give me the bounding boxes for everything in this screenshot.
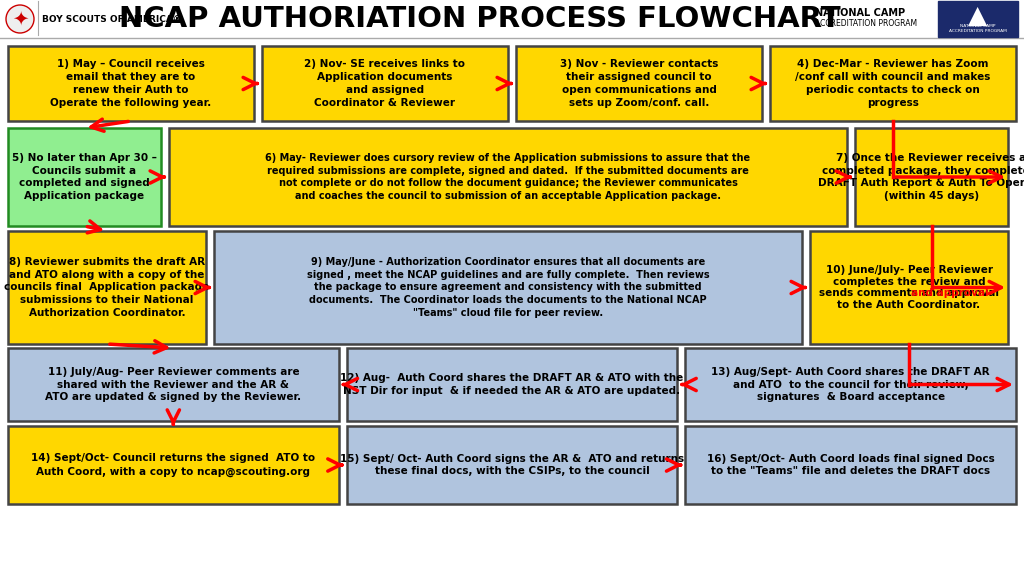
FancyBboxPatch shape [516,46,762,121]
Text: 15) Sept/ Oct- Auth Coord signs the AR &  ATO and returns
these final docs, with: 15) Sept/ Oct- Auth Coord signs the AR &… [340,454,684,476]
FancyBboxPatch shape [8,46,254,121]
FancyBboxPatch shape [685,348,1016,421]
Text: 14) Sept/Oct- Council returns the signed  ATO to
Auth Coord, with a copy to ncap: 14) Sept/Oct- Council returns the signed… [32,453,315,476]
Text: NATIONAL CAMP
ACCREDITATION PROGRAM: NATIONAL CAMP ACCREDITATION PROGRAM [949,24,1007,33]
FancyBboxPatch shape [8,348,339,421]
Text: sends comments and approval: sends comments and approval [819,288,999,298]
FancyBboxPatch shape [169,128,847,226]
Text: NATIONAL CAMP: NATIONAL CAMP [815,8,905,18]
FancyBboxPatch shape [8,231,206,344]
FancyBboxPatch shape [8,128,161,226]
Text: NCAP AUTHORIATION PROCESS FLOWCHART: NCAP AUTHORIATION PROCESS FLOWCHART [119,5,841,33]
Text: 7) Once the Reviewer receives a
completed package, they complete a
DRAFT Auth Re: 7) Once the Reviewer receives a complete… [818,153,1024,201]
Text: 8) Reviewer submits the draft AR
and ATO along with a copy of the
councils final: 8) Reviewer submits the draft AR and ATO… [4,257,210,318]
Text: 12) Aug-  Auth Coord shares the DRAFT AR & ATO with the
NST Dir for input  & if : 12) Aug- Auth Coord shares the DRAFT AR … [340,373,684,396]
Text: 16) Sept/Oct- Auth Coord loads final signed Docs
to the "Teams" file and deletes: 16) Sept/Oct- Auth Coord loads final sig… [707,454,994,476]
Text: ACCREDITATION PROGRAM: ACCREDITATION PROGRAM [815,18,918,28]
Text: 2) Nov- SE receives links to
Application documents
and assigned
Coordinator & Re: 2) Nov- SE receives links to Application… [304,59,466,108]
FancyBboxPatch shape [855,128,1008,226]
Text: ▲: ▲ [969,4,987,28]
Text: 9) May/June - Authorization Coordinator ensures that all documents are
signed , : 9) May/June - Authorization Coordinator … [306,257,710,318]
Text: 3) Nov - Reviewer contacts
their assigned council to
open communications and
set: 3) Nov - Reviewer contacts their assigne… [560,59,718,108]
Text: 11) July/Aug- Peer Reviewer comments are
shared with the Reviewer and the AR &
A: 11) July/Aug- Peer Reviewer comments are… [45,367,301,402]
Text: 1) May – Council receives
email that they are to
renew their Auth to
Operate the: 1) May – Council receives email that the… [50,59,212,108]
FancyBboxPatch shape [262,46,508,121]
FancyBboxPatch shape [810,231,1008,344]
FancyBboxPatch shape [347,348,677,421]
Text: 4) Dec-Mar - Reviewer has Zoom
/conf call with council and makes
periodic contac: 4) Dec-Mar - Reviewer has Zoom /conf cal… [796,59,990,108]
FancyBboxPatch shape [938,1,1018,37]
Text: completes the review and: completes the review and [833,276,985,287]
FancyBboxPatch shape [685,426,1016,504]
FancyBboxPatch shape [347,426,677,504]
Text: 6) May- Reviewer does cursory review of the Application submissions to assure th: 6) May- Reviewer does cursory review of … [265,153,751,201]
Text: 10) June/July- Peer Reviewer: 10) June/July- Peer Reviewer [825,266,992,275]
Text: ✦: ✦ [12,9,29,28]
Text: BOY SCOUTS OF AMERICA®: BOY SCOUTS OF AMERICA® [42,14,182,24]
Text: and approval: and approval [910,288,988,298]
FancyBboxPatch shape [214,231,802,344]
Text: 13) Aug/Sept- Auth Coord shares the DRAFT AR
and ATO  to the council for their r: 13) Aug/Sept- Auth Coord shares the DRAF… [712,367,990,402]
Circle shape [6,5,34,33]
Text: 5) No later than Apr 30 –
Councils submit a
completed and signed
Application pac: 5) No later than Apr 30 – Councils submi… [12,153,157,201]
FancyBboxPatch shape [770,46,1016,121]
Text: to the Auth Coordinator.: to the Auth Coordinator. [838,300,981,310]
FancyBboxPatch shape [8,426,339,504]
